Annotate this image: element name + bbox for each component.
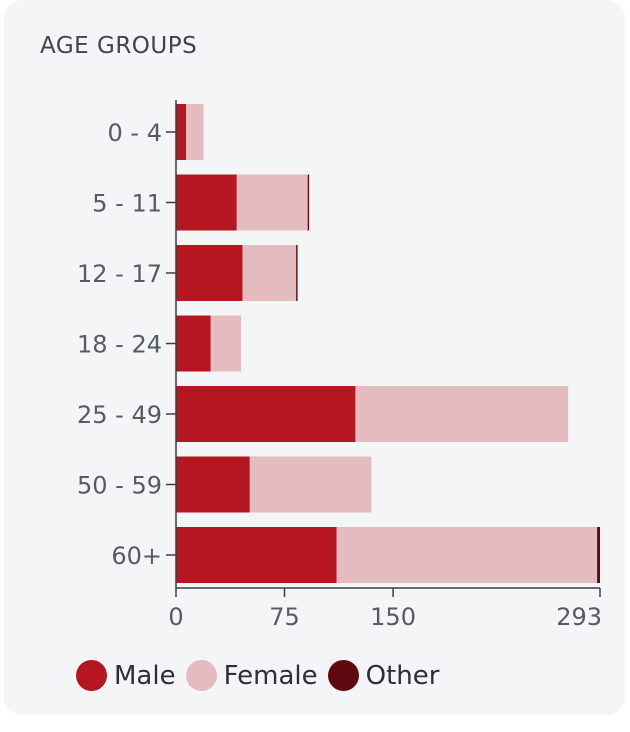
legend-swatch-male (76, 660, 107, 691)
y-tick-label-12-17: 12 - 17 (77, 260, 162, 288)
legend-label-female: Female (223, 660, 318, 691)
y-tick-label-5-11: 5 - 11 (92, 190, 162, 218)
y-tick-label-50-59: 50 - 59 (77, 472, 162, 500)
bar-male-5-11[interactable] (176, 174, 237, 231)
bar-male-50-59[interactable] (176, 456, 250, 513)
x-tick-label-150: 150 (370, 603, 416, 631)
x-tick-label-293: 293 (556, 603, 602, 631)
legend-label-other: Other (365, 660, 440, 691)
x-tick-label-75: 75 (269, 603, 300, 631)
bar-female-50-59[interactable] (249, 456, 372, 513)
bar-female-12-17[interactable] (242, 245, 297, 301)
card-title: AGE GROUPS (40, 33, 198, 59)
bar-female-0-4[interactable] (186, 104, 204, 160)
age-groups-card: AGE GROUPS (4, 0, 625, 715)
legend-swatch-other (327, 660, 359, 691)
axes-group: 0 - 4 5 - 11 12 - 17 18 - 24 25 - 49 50 - 59 6… (77, 100, 602, 631)
bar-female-18-24[interactable] (210, 315, 242, 372)
legend-item-male[interactable]: Male (76, 660, 176, 691)
bars-group (176, 104, 600, 583)
bar-male-0-4[interactable] (176, 104, 187, 160)
y-tick-label-60: 60+ (111, 542, 162, 570)
bar-other-5-11[interactable] (307, 174, 310, 231)
legend-item-other[interactable]: Other (327, 660, 440, 691)
y-tick-label-18-24: 18 - 24 (77, 331, 162, 359)
bar-male-12-17[interactable] (176, 245, 243, 301)
bar-male-25-49[interactable] (176, 386, 356, 442)
bar-other-12-17[interactable] (296, 245, 298, 301)
bar-female-5-11[interactable] (236, 174, 308, 231)
bar-female-60[interactable] (336, 527, 598, 583)
bar-male-18-24[interactable] (176, 315, 211, 372)
bar-male-60[interactable] (176, 527, 337, 583)
bar-other-60[interactable] (597, 527, 600, 583)
legend-swatch-female (185, 660, 217, 691)
y-tick-label-25-49: 25 - 49 (77, 401, 162, 429)
chart-legend: Male Female Other (76, 660, 449, 691)
bar-female-25-49[interactable] (355, 386, 569, 442)
legend-label-male: Male (114, 660, 176, 691)
x-tick-label-0: 0 (168, 603, 183, 631)
legend-item-female[interactable]: Female (185, 660, 318, 691)
y-tick-label-0-4: 0 - 4 (108, 119, 162, 147)
